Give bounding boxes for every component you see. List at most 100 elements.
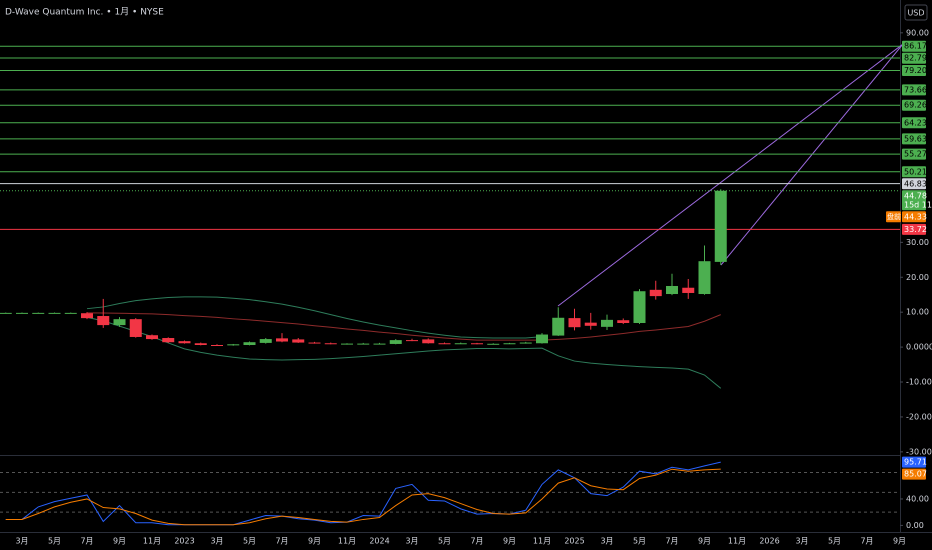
price-label: 59.63: [904, 134, 927, 143]
candle-body: [308, 342, 321, 344]
oscillator-line: [5, 468, 721, 526]
y-tick-label: 30.00: [906, 238, 929, 247]
price-label: 46.83: [904, 179, 927, 188]
x-tick-label: 2024: [369, 537, 389, 546]
price-label-bg: [902, 84, 926, 96]
chart-title: D-Wave Quantum Inc. • 1月 • NYSE: [5, 7, 164, 18]
oscillator-label: 95.71: [904, 458, 927, 467]
countdown-label: 15d 11h: [904, 200, 932, 209]
x-tick-label: 9月: [698, 537, 711, 546]
price-label: 82.79: [904, 54, 927, 63]
candle-body: [97, 316, 110, 326]
candle-body: [617, 320, 630, 324]
x-tick-label: 11月: [728, 537, 746, 546]
oscillator-line: [5, 461, 721, 526]
candle-body: [471, 343, 483, 345]
candle-body: [454, 343, 467, 345]
candle-body: [649, 289, 662, 297]
y-tick-label: -20.00: [906, 412, 932, 421]
price-label: 73.66: [904, 85, 927, 94]
candle-body: [81, 313, 93, 319]
price-label-bg: [902, 178, 926, 190]
oscillator-label-bg: [902, 456, 926, 468]
x-tick-label: 3月: [795, 537, 808, 546]
x-tick-label: 2023: [174, 537, 194, 546]
candle-body: [633, 291, 646, 324]
premarket-tag: 盘前: [887, 212, 901, 221]
candle-body: [373, 343, 386, 345]
x-tick-label: 5月: [828, 537, 841, 546]
x-tick-label: 5月: [633, 537, 646, 546]
x-tick-label: 11月: [143, 537, 161, 546]
y-tick-label: 10.00: [906, 308, 929, 317]
x-tick-label: 7月: [470, 537, 483, 546]
oscillator-tick-label: 40.00: [906, 494, 929, 503]
candle-body: [48, 312, 61, 314]
candle-body: [698, 261, 711, 295]
price-label-bg: [902, 190, 926, 211]
x-tick-label: 7月: [860, 537, 873, 546]
candle-body: [552, 317, 565, 336]
price-label: 50.21: [904, 167, 927, 176]
candle-body: [16, 312, 28, 314]
x-tick-label: 5月: [243, 537, 256, 546]
x-tick-label: 7月: [80, 537, 93, 546]
trend-line[interactable]: [557, 43, 904, 307]
candle-body: [682, 287, 695, 293]
candle-body: [324, 343, 337, 345]
candle-body: [276, 338, 288, 342]
band-line: [86, 316, 722, 389]
x-tick-label: 2026: [759, 537, 779, 546]
candle-body: [666, 285, 678, 295]
x-tick-label: 2025: [564, 537, 584, 546]
price-label-bg: [902, 65, 926, 77]
y-tick-label: 90.00: [906, 28, 929, 37]
x-tick-label: 11月: [533, 537, 551, 546]
price-label: 86.17: [904, 42, 927, 51]
candle-body: [406, 340, 418, 342]
band-line: [86, 312, 721, 341]
y-tick-label: -10.00: [906, 378, 932, 387]
candle-body: [422, 339, 435, 344]
currency-label[interactable]: USD: [907, 9, 924, 18]
oscillator-label: 85.07: [904, 470, 927, 479]
candle-body: [194, 343, 207, 346]
price-label-bg: [902, 40, 926, 52]
oscillator-tick-label: 0.00: [906, 521, 924, 530]
price-label: 69.26: [904, 101, 927, 110]
candle-body: [357, 343, 370, 345]
candle-body: [162, 338, 175, 343]
candle-body: [292, 339, 305, 343]
x-tick-label: 9月: [113, 537, 126, 546]
candle-body: [584, 322, 597, 326]
candle-body: [259, 339, 272, 343]
candle-body: [341, 343, 353, 345]
candle-body: [519, 342, 532, 344]
price-label-bg: [902, 223, 926, 235]
candle-body: [487, 343, 500, 345]
currency-button[interactable]: [904, 4, 928, 21]
x-tick-label: 5月: [438, 537, 451, 546]
candle-body: [503, 343, 516, 345]
price-label-bg: [902, 133, 926, 145]
x-tick-label: 9月: [308, 537, 321, 546]
candle-body: [389, 340, 402, 344]
x-tick-label: 9月: [893, 537, 906, 546]
price-label-bg: [902, 99, 926, 111]
candle-body: [536, 334, 548, 344]
y-tick-label: -30.00: [906, 447, 932, 456]
candle-body: [601, 319, 613, 327]
x-tick-label: 3月: [405, 537, 418, 546]
x-tick-label: 3月: [15, 537, 28, 546]
candle-body: [32, 312, 45, 314]
candle-body: [146, 335, 158, 340]
price-label: 79.20: [904, 66, 927, 75]
x-tick-label: 3月: [600, 537, 613, 546]
candle-body: [129, 319, 142, 337]
x-tick-label: 9月: [503, 537, 516, 546]
candle-body: [227, 344, 240, 346]
candle-body: [211, 345, 223, 347]
x-tick-label: 5月: [48, 537, 61, 546]
